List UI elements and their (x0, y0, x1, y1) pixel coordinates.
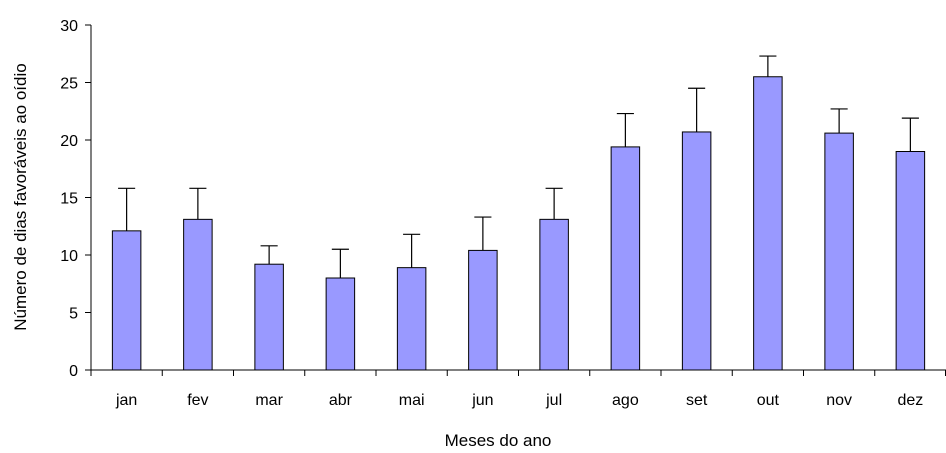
error-bar-fev (189, 187, 207, 220)
y-axis-title: Número de dias favoráveis ao oídio (11, 63, 30, 330)
bar-ago (610, 146, 641, 371)
error-bar-ago (616, 112, 634, 147)
y-tick-label: 5 (69, 306, 78, 323)
x-tick-label: mai (399, 392, 425, 409)
y-tick-label: 25 (60, 76, 78, 93)
error-bar-nov (830, 108, 848, 134)
error-bar-jun (474, 216, 492, 251)
error-bar-set (688, 87, 706, 132)
bar-out (753, 76, 783, 371)
axes-group (85, 24, 946, 376)
error-bar-jan (118, 187, 136, 231)
bar-mar (254, 263, 284, 371)
error-bars-group (118, 55, 919, 278)
bar-dez (895, 151, 926, 371)
bar-jul (539, 218, 569, 371)
bar-abr (325, 277, 356, 371)
y-tick-label: 20 (60, 133, 78, 150)
bar-fev (183, 218, 213, 371)
error-bar-mai (403, 233, 421, 268)
x-axis-title: Meses do ano (445, 431, 552, 450)
y-tick-label: 0 (69, 363, 78, 380)
x-tick-label: dez (897, 392, 923, 409)
error-bar-abr (331, 248, 349, 278)
x-tick-label: set (686, 392, 708, 409)
x-tick-label: fev (187, 392, 208, 409)
x-tick-label: mar (255, 392, 283, 409)
bar-jan (111, 230, 142, 371)
y-tick-label: 30 (60, 18, 78, 35)
bar-nov (824, 132, 854, 371)
error-bar-mar (260, 245, 278, 265)
x-tick-label: abr (329, 392, 353, 409)
x-tick-label: jan (115, 392, 137, 409)
error-bar-out (759, 55, 777, 77)
bar-set (681, 131, 712, 371)
y-tick-label: 15 (60, 191, 78, 208)
bar-mai (396, 267, 427, 371)
x-tick-label: ago (612, 392, 639, 409)
error-bar-jul (545, 187, 563, 220)
x-tick-label: jun (471, 392, 493, 409)
bars-group (111, 76, 926, 371)
x-tick-label: nov (826, 392, 852, 409)
bar-jun (468, 249, 498, 371)
x-tick-label: out (757, 392, 780, 409)
y-tick-label: 10 (60, 248, 78, 265)
tick-labels-group: jan fev mar abr mai jun jul ago set out nov dez 0 5 10… (60, 18, 923, 409)
error-bar-dez (901, 117, 919, 152)
x-tick-label: jul (545, 392, 562, 409)
